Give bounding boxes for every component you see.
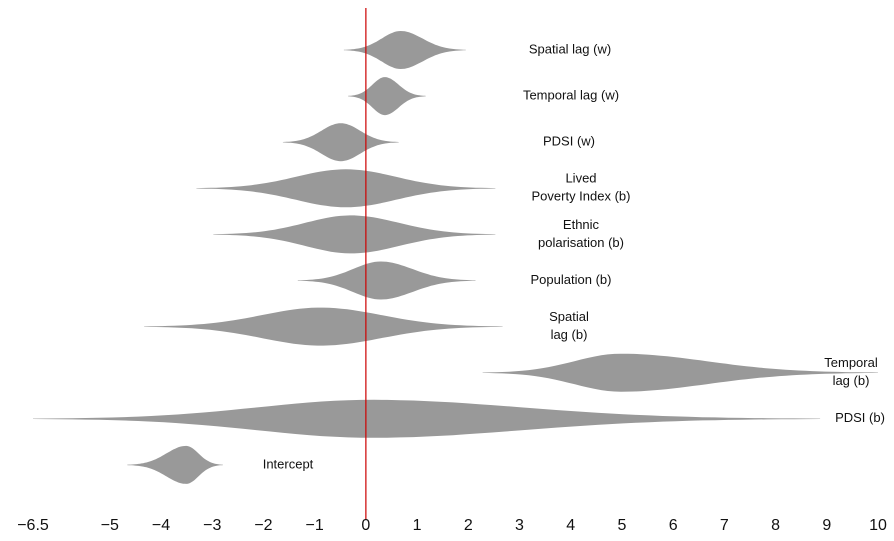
x-tick-label: 9 <box>822 517 831 534</box>
row-label: Temporal <box>824 355 878 370</box>
x-tick-label: 10 <box>869 517 887 534</box>
violin <box>144 307 503 346</box>
row-label: polarisation (b) <box>538 235 624 250</box>
x-tick-label: −2 <box>254 517 272 534</box>
row-label: Poverty Index (b) <box>532 189 631 204</box>
x-tick-label: 4 <box>566 517 575 534</box>
violin <box>33 399 821 438</box>
x-tick-label: 7 <box>720 517 729 534</box>
violin <box>482 353 878 392</box>
row-label: Ethnic <box>563 217 600 232</box>
violin <box>213 215 496 254</box>
x-tick-label: 8 <box>771 517 780 534</box>
x-tick-label: −5 <box>101 517 119 534</box>
row-label: PDSI (b) <box>835 410 885 425</box>
x-tick-label: 2 <box>464 517 473 534</box>
row-label: Spatial lag (w) <box>529 41 611 56</box>
row-label: PDSI (w) <box>543 134 595 149</box>
violin <box>343 31 466 69</box>
row-label: Spatial <box>549 309 589 324</box>
violin <box>348 77 426 116</box>
violin <box>196 169 496 208</box>
violin <box>127 445 223 484</box>
x-tick-label: −4 <box>152 517 170 534</box>
row-label: Lived <box>565 171 596 186</box>
x-tick-label: 6 <box>669 517 678 534</box>
x-tick-label: 1 <box>413 517 422 534</box>
row-label: Population (b) <box>531 272 612 287</box>
x-tick-label: 0 <box>361 517 370 534</box>
x-tick-label: −3 <box>203 517 221 534</box>
x-tick-label: 3 <box>515 517 524 534</box>
x-tick-label: −6.5 <box>17 517 49 534</box>
x-tick-label: −1 <box>306 517 324 534</box>
violin <box>282 123 399 162</box>
row-label: lag (b) <box>551 327 588 342</box>
row-label: lag (b) <box>833 373 870 388</box>
violin <box>297 261 476 300</box>
row-label: Temporal lag (w) <box>523 88 619 103</box>
x-tick-label: 5 <box>617 517 626 534</box>
row-label: Intercept <box>263 456 314 471</box>
